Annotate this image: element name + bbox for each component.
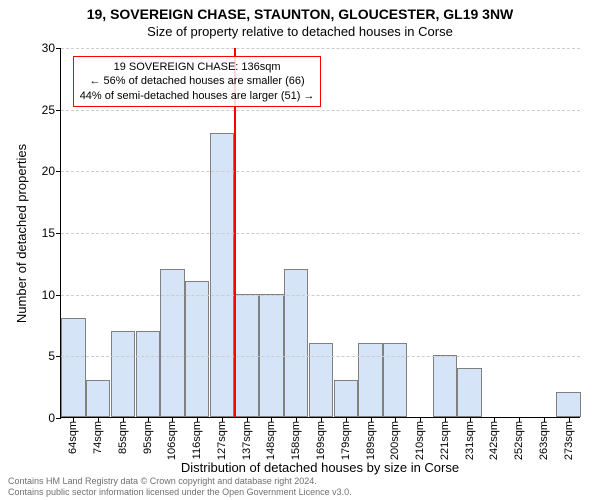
xtick-label: 74sqm xyxy=(92,421,104,454)
chart-container: 19, SOVEREIGN CHASE, STAUNTON, GLOUCESTE… xyxy=(0,0,600,500)
bar xyxy=(309,343,333,417)
bar xyxy=(556,392,580,417)
ytick-label: 5 xyxy=(48,349,55,363)
ytick-label: 15 xyxy=(42,226,55,240)
plot-area: 05101520253064sqm74sqm85sqm95sqm106sqm11… xyxy=(60,48,580,418)
bar xyxy=(86,380,110,417)
xtick-label: 242sqm xyxy=(488,421,500,460)
xtick-label: 252sqm xyxy=(513,421,525,460)
xtick-label: 95sqm xyxy=(142,421,154,454)
x-axis-label: Distribution of detached houses by size … xyxy=(60,460,580,475)
ytick-label: 10 xyxy=(42,288,55,302)
xtick-label: 158sqm xyxy=(290,421,302,460)
xtick-label: 169sqm xyxy=(315,421,327,460)
y-axis-label-wrap: Number of detached properties xyxy=(14,48,30,418)
y-axis-label: Number of detached properties xyxy=(15,143,30,322)
bar xyxy=(383,343,407,417)
xtick-label: 189sqm xyxy=(365,421,377,460)
annotation-box: 19 SOVEREIGN CHASE: 136sqm← 56% of detac… xyxy=(73,56,322,107)
bar xyxy=(136,331,160,417)
gridline xyxy=(61,110,580,111)
bar xyxy=(259,294,283,417)
footer-attribution: Contains HM Land Registry data © Crown c… xyxy=(8,476,352,498)
chart-title-line1: 19, SOVEREIGN CHASE, STAUNTON, GLOUCESTE… xyxy=(0,6,600,22)
ytick-label: 20 xyxy=(42,164,55,178)
footer-line1: Contains HM Land Registry data © Crown c… xyxy=(8,476,352,487)
xtick-label: 85sqm xyxy=(117,421,129,454)
ytick-mark xyxy=(56,48,61,49)
bar xyxy=(284,269,308,417)
bar xyxy=(111,331,135,417)
annotation-line: 44% of semi-detached houses are larger (… xyxy=(80,89,315,103)
ytick-mark xyxy=(56,418,61,419)
gridline xyxy=(61,356,580,357)
gridline xyxy=(61,48,580,49)
ytick-label: 30 xyxy=(42,41,55,55)
chart-title-line2: Size of property relative to detached ho… xyxy=(0,24,600,39)
gridline xyxy=(61,295,580,296)
ytick-label: 25 xyxy=(42,103,55,117)
ytick-mark xyxy=(56,110,61,111)
bar xyxy=(334,380,358,417)
bar xyxy=(160,269,184,417)
ytick-mark xyxy=(56,356,61,357)
bar xyxy=(457,368,481,417)
xtick-label: 179sqm xyxy=(340,421,352,460)
xtick-label: 127sqm xyxy=(216,421,228,460)
ytick-label: 0 xyxy=(48,411,55,425)
bar xyxy=(358,343,382,417)
xtick-label: 137sqm xyxy=(241,421,253,460)
bar xyxy=(433,355,457,417)
bar xyxy=(235,294,259,417)
gridline xyxy=(61,233,580,234)
xtick-label: 210sqm xyxy=(414,421,426,460)
xtick-label: 116sqm xyxy=(191,421,203,459)
bar xyxy=(185,281,209,417)
xtick-label: 64sqm xyxy=(67,421,79,454)
xtick-label: 221sqm xyxy=(439,421,451,460)
xtick-label: 273sqm xyxy=(563,421,575,460)
bar xyxy=(210,133,234,417)
xtick-label: 200sqm xyxy=(389,421,401,460)
bar xyxy=(61,318,85,417)
gridline xyxy=(61,171,580,172)
ytick-mark xyxy=(56,233,61,234)
ytick-mark xyxy=(56,171,61,172)
annotation-line: 19 SOVEREIGN CHASE: 136sqm xyxy=(80,60,315,74)
ytick-mark xyxy=(56,295,61,296)
footer-line2: Contains public sector information licen… xyxy=(8,487,352,498)
xtick-label: 106sqm xyxy=(166,421,178,460)
xtick-label: 263sqm xyxy=(538,421,550,460)
xtick-label: 231sqm xyxy=(464,421,476,460)
xtick-label: 148sqm xyxy=(265,421,277,460)
annotation-line: ← 56% of detached houses are smaller (66… xyxy=(80,74,315,88)
